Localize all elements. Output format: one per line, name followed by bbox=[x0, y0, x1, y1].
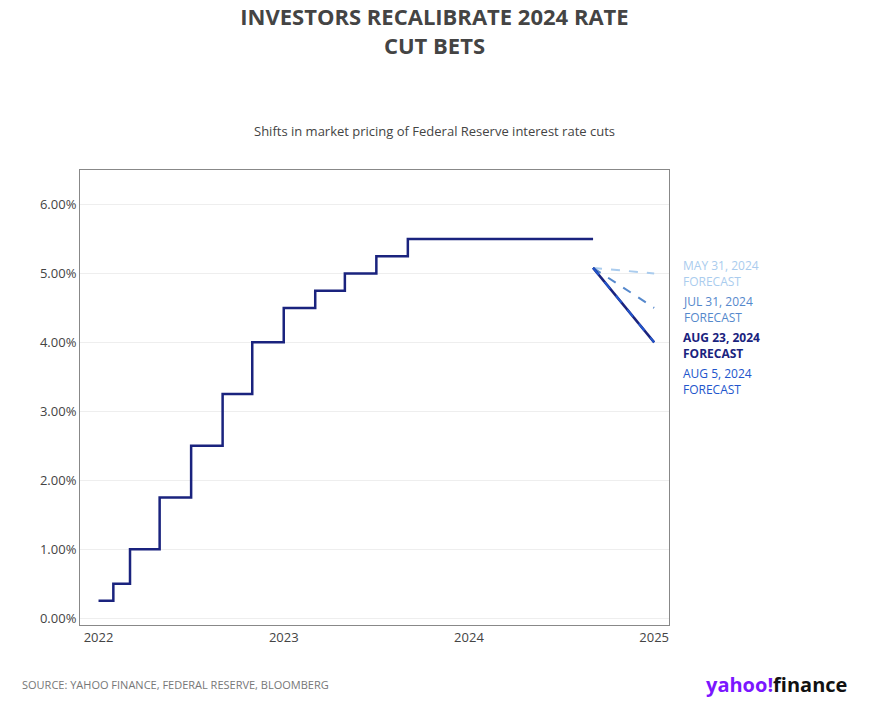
svg-text:2.00%: 2.00% bbox=[40, 471, 77, 489]
svg-text:2022: 2022 bbox=[84, 628, 114, 646]
svg-text:2024: 2024 bbox=[454, 628, 484, 646]
svg-text:AUG 23, 2024FORECAST: AUG 23, 2024FORECAST bbox=[683, 329, 760, 362]
svg-text:2023: 2023 bbox=[269, 628, 299, 646]
svg-text:3.00%: 3.00% bbox=[40, 402, 77, 420]
svg-text:6.00%: 6.00% bbox=[40, 195, 77, 213]
svg-text:4.00%: 4.00% bbox=[40, 333, 77, 351]
svg-text:SOURCE: YAHOO FINANCE, FEDERAL: SOURCE: YAHOO FINANCE, FEDERAL RESERVE, … bbox=[22, 677, 329, 692]
svg-text:5.00%: 5.00% bbox=[40, 264, 77, 282]
svg-text:JUL 31, 2024FORECAST: JUL 31, 2024FORECAST bbox=[683, 293, 753, 326]
svg-text:INVESTORS RECALIBRATE 2024 RAT: INVESTORS RECALIBRATE 2024 RATECUT BETS bbox=[240, 1, 628, 60]
svg-text:2025: 2025 bbox=[639, 628, 669, 646]
svg-text:0.00%: 0.00% bbox=[40, 609, 77, 627]
svg-text:1.00%: 1.00% bbox=[40, 540, 77, 558]
svg-text:Shifts in market pricing of Fe: Shifts in market pricing of Federal Rese… bbox=[254, 122, 615, 140]
svg-text:MAY 31, 2024FORECAST: MAY 31, 2024FORECAST bbox=[683, 257, 759, 290]
svg-text:yahoo!finance: yahoo!finance bbox=[706, 671, 847, 698]
svg-text:AUG 5, 2024FORECAST: AUG 5, 2024FORECAST bbox=[683, 365, 752, 398]
